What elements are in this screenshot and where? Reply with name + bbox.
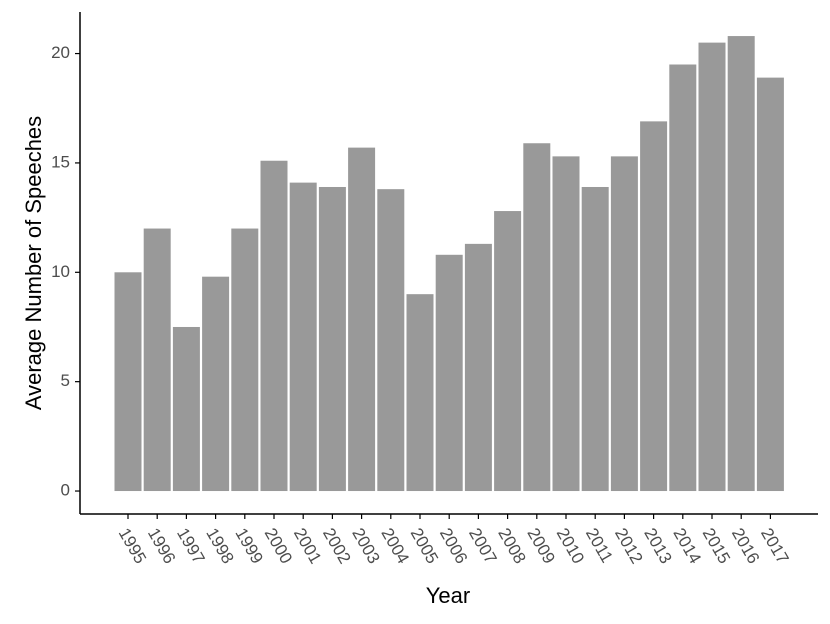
bar [640,121,668,492]
y-tick-label: 20 [51,43,70,62]
bar [260,160,288,492]
x-tick-label: 1995 [115,525,150,567]
bar [377,189,405,492]
x-tick-label: 2006 [436,525,471,567]
y-axis-title: Average Number of Speeches [21,116,46,410]
x-tick-label: 2011 [582,525,617,566]
x-tick-label: 2013 [640,525,675,567]
x-tick-label: 2014 [669,525,704,567]
bar [464,243,492,492]
x-tick-label: 2004 [377,525,412,567]
bar [610,156,638,492]
y-tick-label: 5 [61,371,70,390]
bar [143,228,171,492]
x-tick-label: 2009 [523,525,558,567]
x-tick-label: 2001 [290,525,325,567]
bar [114,272,142,492]
bar [289,182,317,492]
x-tick-label: 2007 [465,525,500,567]
bar [494,211,522,492]
bar [552,156,580,492]
x-tick-label: 1996 [144,525,179,567]
x-tick-label: 2010 [553,525,588,567]
bar [231,228,259,492]
x-tick-label: 2005 [407,525,442,567]
bar [523,143,551,492]
x-tick-label: 2002 [319,525,354,567]
x-tick-label: 2015 [699,525,734,567]
bar [406,294,434,492]
bar [435,254,463,492]
y-tick-label: 10 [51,262,70,281]
bar [581,186,609,492]
bar [727,36,755,492]
x-tick-label: 2017 [757,525,792,567]
x-tick-label: 1999 [231,525,266,567]
y-tick-label: 0 [61,481,70,500]
x-tick-label: 1997 [173,525,208,567]
bar [318,186,346,492]
bar [698,42,726,492]
x-tick-label: 2016 [728,525,763,567]
x-tick-label: 2008 [494,525,529,567]
bar [756,77,784,492]
bar [202,276,230,492]
bar [669,64,697,492]
x-tick-label: 2003 [348,525,383,567]
bar [172,326,200,492]
x-tick-label: 1998 [202,525,237,567]
y-tick-label: 15 [51,152,70,171]
x-axis-title: Year [426,583,470,608]
bar [348,147,376,492]
x-tick-label: 2000 [261,525,296,567]
x-tick-label: 2012 [611,525,646,567]
